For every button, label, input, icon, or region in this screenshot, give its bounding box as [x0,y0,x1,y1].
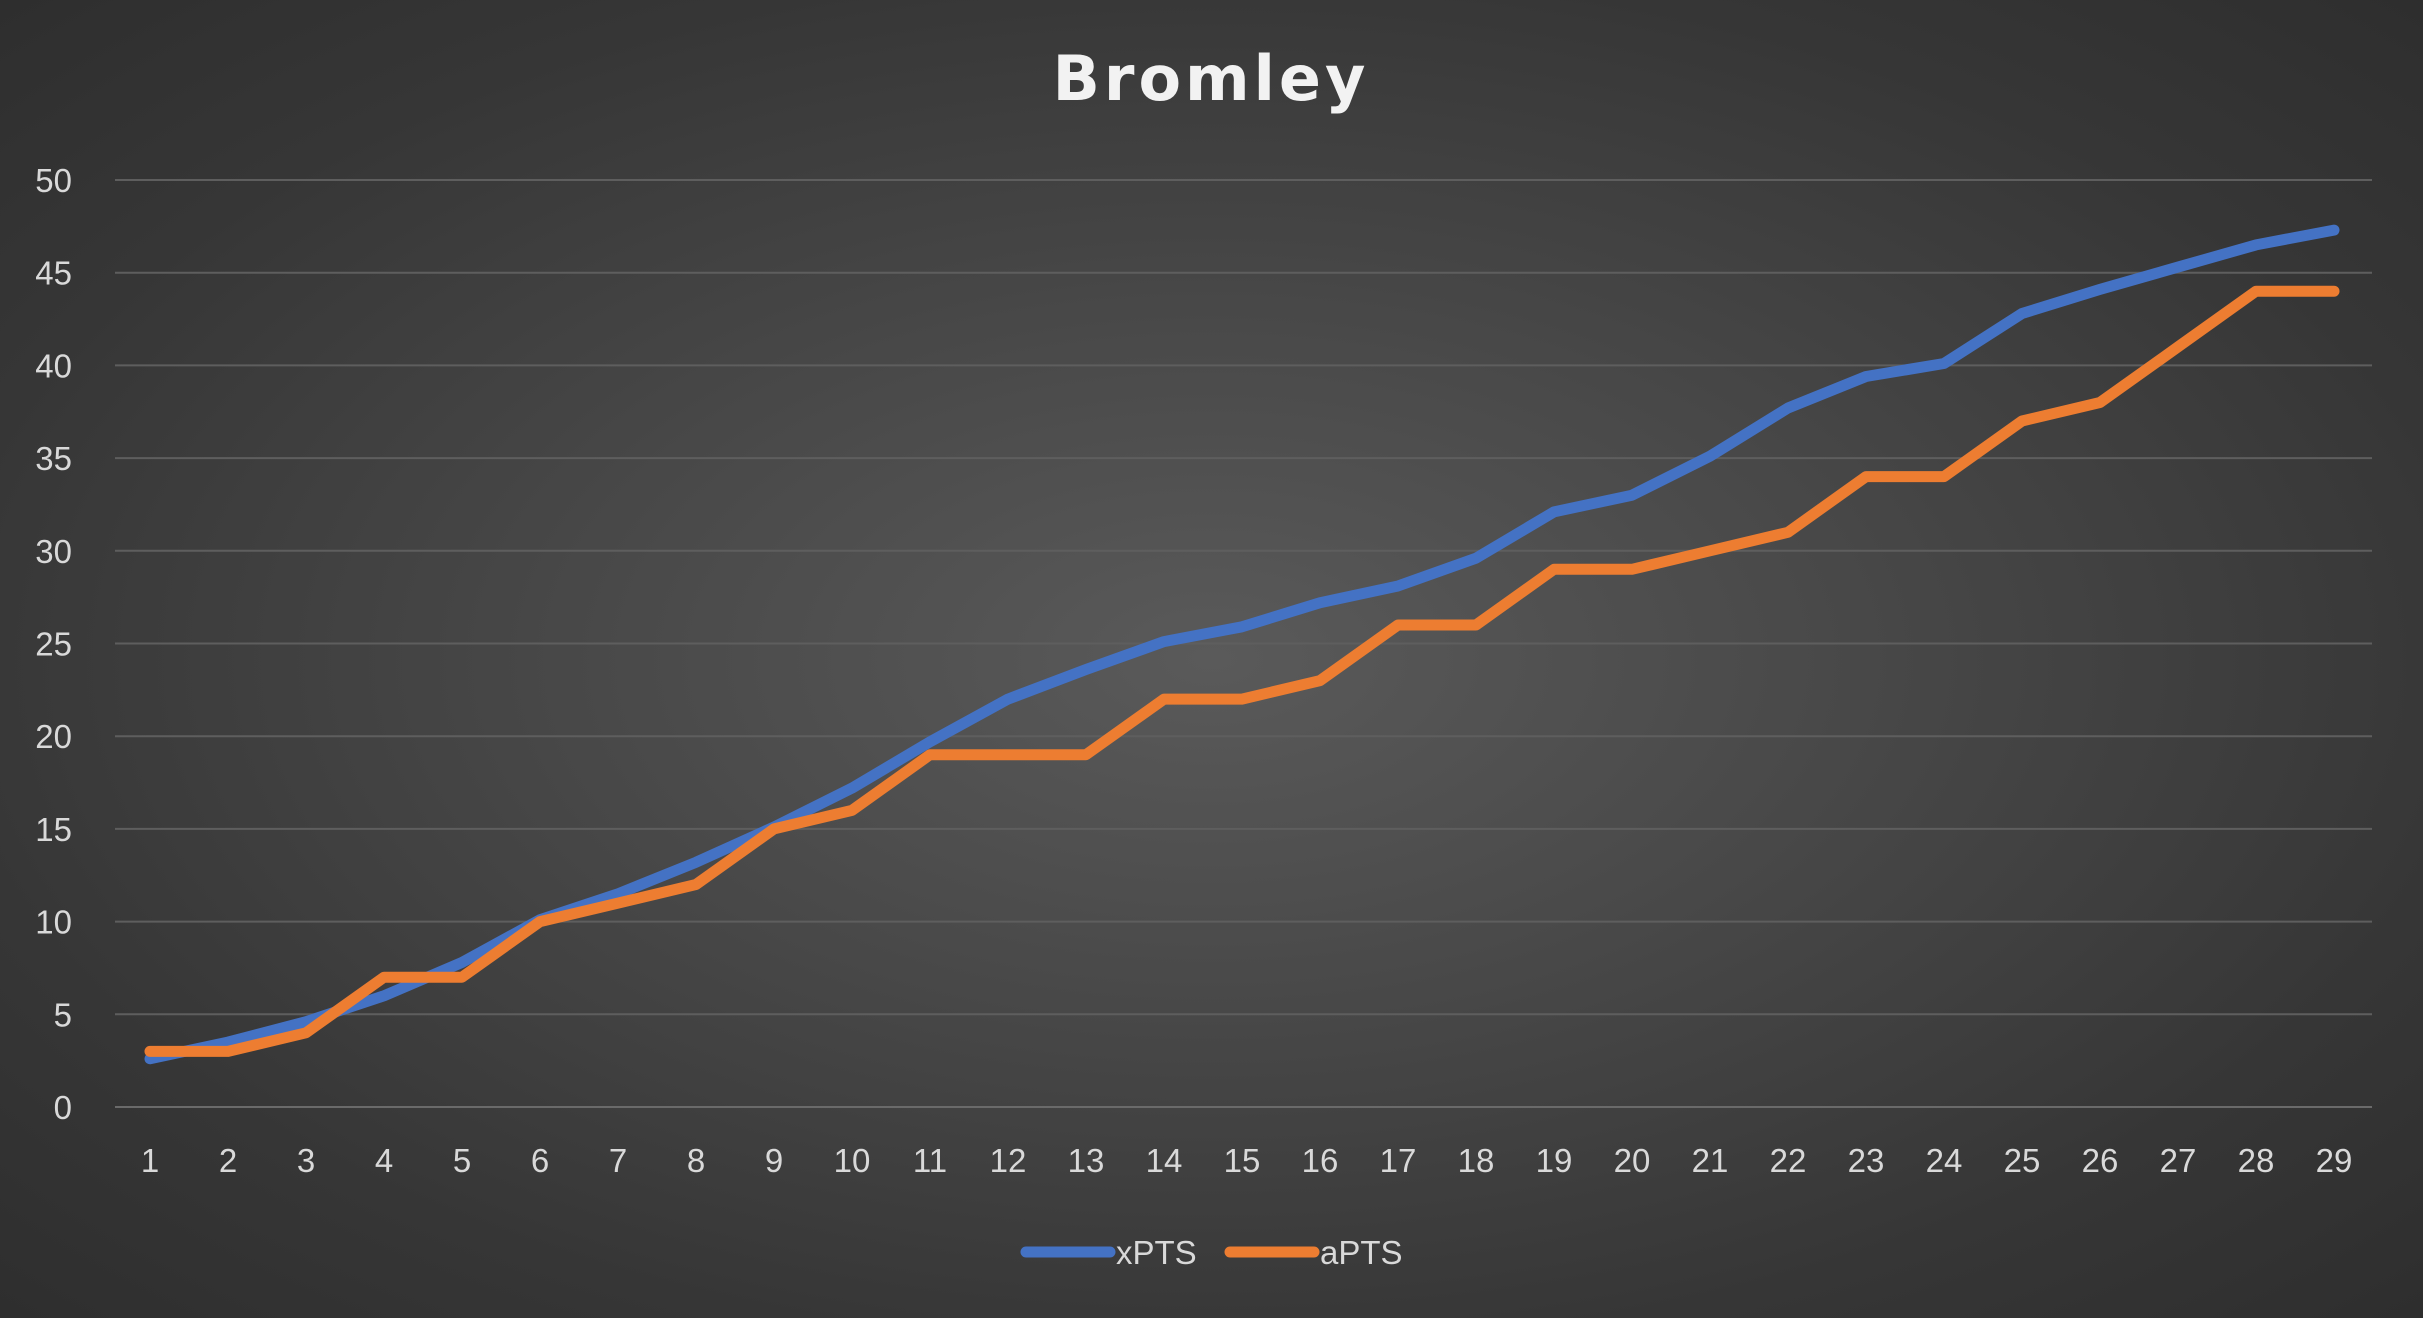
x-tick-label: 8 [687,1142,705,1179]
x-tick-label: 29 [2316,1142,2353,1179]
y-tick-label: 20 [35,718,72,755]
x-tick-label: 24 [1926,1142,1963,1179]
y-tick-label: 15 [35,811,72,848]
x-tick-label: 22 [1770,1142,1807,1179]
x-tick-label: 16 [1302,1142,1339,1179]
y-tick-label: 45 [35,255,72,292]
x-tick-label: 12 [990,1142,1027,1179]
y-tick-label: 30 [35,533,72,570]
x-tick-label: 13 [1068,1142,1105,1179]
y-tick-label: 5 [54,996,72,1033]
y-tick-label: 0 [54,1089,72,1126]
legend: xPTS aPTS [1020,1234,1403,1271]
y-tick-label: 50 [35,162,72,199]
y-tick-label: 40 [35,347,72,384]
x-tick-label: 11 [913,1142,947,1179]
x-tick-label: 9 [765,1142,783,1179]
x-tick-label: 23 [1848,1142,1885,1179]
x-tick-label: 1 [141,1142,159,1179]
y-tick-label: 35 [35,440,72,477]
x-tick-label: 21 [1692,1142,1729,1179]
x-tick-label: 2 [219,1142,237,1179]
legend-label-aPTS: aPTS [1320,1234,1403,1271]
x-tick-label: 14 [1146,1142,1183,1179]
x-axis-ticks: 1 2 3 4 5 6 7 8 9 10 11 12 13 14 15 16 17 18 19 20 21 22 23 24 2… [141,1142,2353,1179]
x-tick-label: 19 [1536,1142,1573,1179]
x-tick-label: 7 [609,1142,627,1179]
x-tick-label: 18 [1458,1142,1495,1179]
x-tick-label: 10 [834,1142,871,1179]
y-tick-label: 25 [35,626,72,663]
x-tick-label: 26 [2082,1142,2119,1179]
x-tick-label: 15 [1224,1142,1261,1179]
gridlines [115,179,2372,1108]
y-tick-label: 10 [35,904,72,941]
x-tick-label: 6 [531,1142,549,1179]
x-tick-label: 20 [1614,1142,1651,1179]
y-axis-ticks: 0 5 10 15 20 25 30 35 40 45 50 [35,162,72,1126]
x-tick-label: 4 [375,1142,393,1179]
x-tick-label: 28 [2238,1142,2275,1179]
series-lines [144,224,2340,1065]
x-tick-label: 3 [297,1142,315,1179]
x-tick-label: 27 [2160,1142,2197,1179]
x-tick-label: 25 [2004,1142,2041,1179]
x-tick-label: 5 [453,1142,471,1179]
series-line-aPTS [144,285,2340,1057]
x-tick-label: 17 [1380,1142,1417,1179]
chart-title: Bromley [1053,42,1370,115]
legend-label-xPTS: xPTS [1116,1234,1197,1271]
